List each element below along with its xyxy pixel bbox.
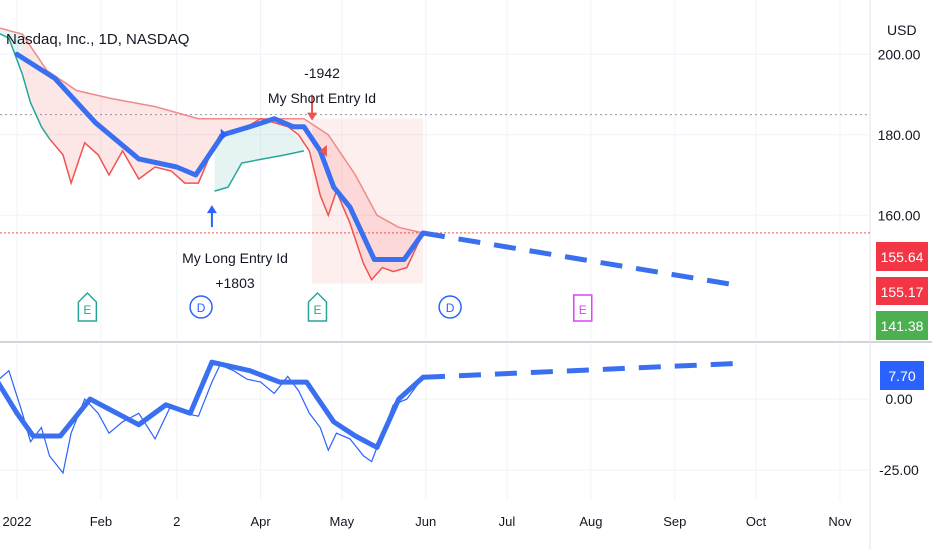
x-tick-label: Jun: [415, 514, 436, 529]
mid-price-text: 155.17: [881, 284, 924, 300]
trend-line: [14, 51, 426, 262]
axes: 2022 Feb 2 Apr May Jun Jul Aug Sep Oct Nov 200.00 18…: [3, 46, 921, 529]
oscillator-line: [0, 364, 424, 475]
x-tick-label: May: [330, 514, 355, 529]
y-tick-label: 160.00: [878, 207, 921, 223]
svg-text:D: D: [446, 301, 455, 315]
osc-tick-label: 0.00: [885, 391, 912, 407]
oscillator-value-text: 7.70: [888, 368, 915, 384]
x-tick-label: Apr: [251, 514, 272, 529]
last-price-text: 155.64: [881, 249, 924, 265]
currency-label[interactable]: USD: [887, 22, 917, 38]
svg-text:E: E: [83, 303, 91, 317]
oscillator-value-badge: 7.70: [880, 361, 924, 390]
x-tick-label: Feb: [90, 514, 112, 529]
low-price-badge: 141.38: [876, 311, 928, 340]
y-tick-label: 180.00: [878, 127, 921, 143]
oscillator-smoothed-line: [0, 359, 426, 450]
lower-stop-line: [214, 150, 305, 192]
price-line-bull: [0, 32, 51, 140]
dividend-event-icon: D: [438, 295, 462, 319]
long-zone-fill: [214, 119, 304, 192]
short-entry-arrow: [307, 94, 318, 121]
last-price-badge: 155.64: [876, 242, 928, 271]
symbol-title[interactable]: Nasdaq, Inc., 1D, NASDAQ: [6, 31, 189, 48]
osc-tick-label: -25.00: [879, 462, 919, 478]
oscillator-projection: [422, 360, 740, 380]
x-tick-label: Jul: [499, 514, 516, 529]
earnings-event-icon: E: [77, 291, 98, 322]
x-tick-label: Aug: [579, 514, 602, 529]
mid-price-badge: 155.17: [876, 277, 928, 305]
x-tick-label: Oct: [746, 514, 767, 529]
long-entry-arrow: [206, 205, 217, 228]
earnings-event-icon: E: [307, 291, 328, 322]
short-entry-value: -1942: [304, 65, 340, 81]
y-tick-label: 200.00: [878, 46, 921, 62]
svg-text:E: E: [313, 303, 321, 317]
x-tick-label: 2022: [3, 514, 32, 529]
low-price-text: 141.38: [881, 318, 924, 334]
long-entry-value: +1803: [215, 275, 255, 291]
oscillator-pane[interactable]: [0, 359, 740, 475]
x-tick-label: Sep: [663, 514, 686, 529]
x-tick-label: 2: [173, 514, 180, 529]
earnings-event-icon: E: [573, 294, 593, 322]
long-entry-label: My Long Entry Id: [182, 250, 288, 266]
x-tick-label: Nov: [828, 514, 852, 529]
price-projection: [422, 230, 741, 289]
short-fill-marker: [319, 144, 327, 157]
svg-text:E: E: [579, 303, 587, 317]
long-fill-marker: [220, 128, 228, 141]
grid: [0, 0, 870, 500]
svg-text:D: D: [197, 301, 206, 315]
short-entry-label: My Short Entry Id: [268, 90, 376, 106]
bull-zone-fill: [0, 28, 23, 75]
dividend-event-icon: D: [189, 295, 213, 319]
